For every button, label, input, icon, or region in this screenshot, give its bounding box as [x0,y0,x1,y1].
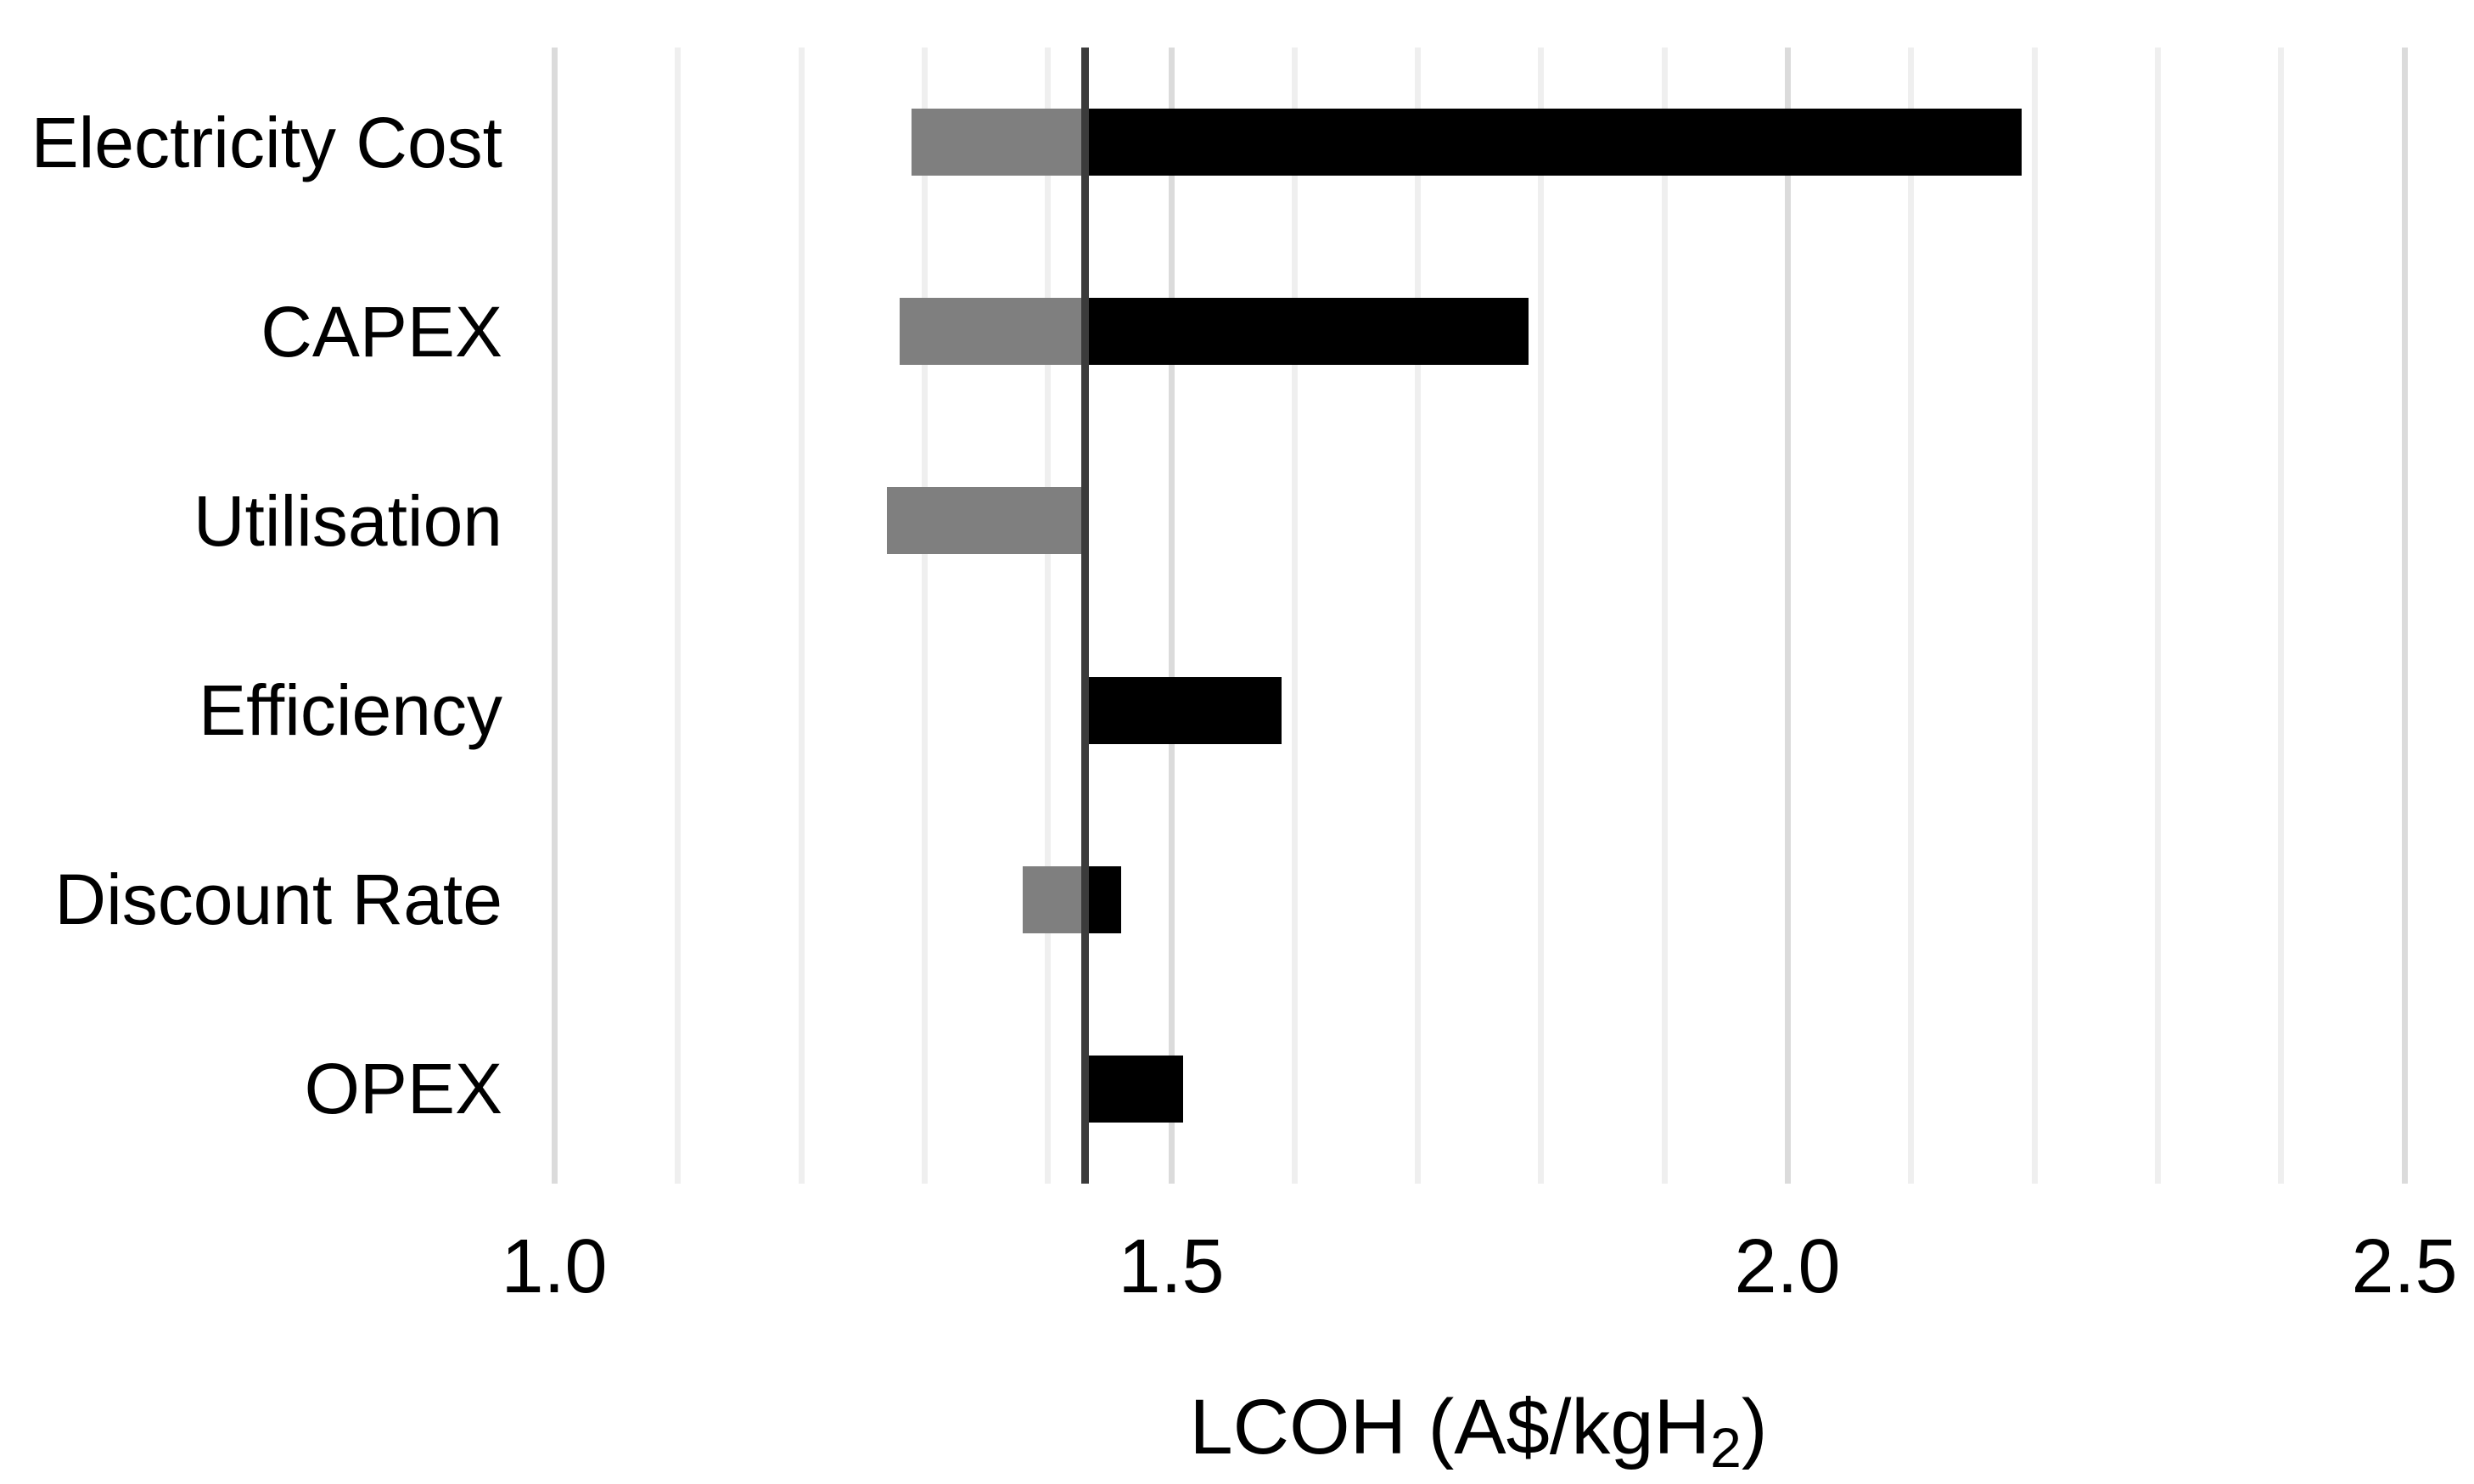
high-bar [1085,298,1529,365]
x-gridline-major [552,48,558,1184]
category-label: CAPEX [261,292,502,372]
x-tick-label: 1.5 [1118,1224,1225,1309]
x-gridline-major [1785,48,1791,1184]
x-gridline-minor [922,48,928,1184]
x-gridline-minor [675,48,681,1184]
category-label: Utilisation [193,481,502,561]
x-gridline-minor [2032,48,2038,1184]
category-label: Efficiency [199,670,502,750]
high-bar [1085,866,1121,933]
category-label: OPEX [304,1049,502,1128]
low-bar [887,487,1085,554]
x-gridline-minor [2278,48,2284,1184]
x-gridline-major [1169,48,1175,1184]
x-tick-label: 2.0 [1734,1224,1841,1309]
x-tick-label: 2.5 [2351,1224,2458,1309]
x-gridline-major [2402,48,2408,1184]
baseline-line [1081,48,1089,1184]
x-axis-title-suffix: ) [1741,1384,1768,1470]
x-gridline-minor [1045,48,1051,1184]
x-gridline-minor [1908,48,1914,1184]
x-gridline-minor [1292,48,1298,1184]
x-axis-title-subscript: 2 [1710,1416,1742,1480]
low-bar [912,109,1085,176]
category-label: Discount Rate [54,860,502,939]
x-axis-title-prefix: LCOH (A$/kgH [1189,1384,1711,1470]
x-gridline-minor [1538,48,1544,1184]
low-bar [1023,866,1085,933]
x-gridline-minor [1415,48,1421,1184]
high-bar [1085,1056,1183,1123]
x-gridline-minor [1662,48,1668,1184]
high-bar [1085,109,2022,176]
x-gridline-minor [799,48,805,1184]
high-bar [1085,677,1282,744]
category-label: Electricity Cost [31,103,502,182]
x-axis-title: LCOH (A$/kgH2) [1190,1388,1768,1476]
x-tick-label: 1.0 [501,1224,608,1309]
low-bar [900,298,1085,365]
x-gridline-minor [2155,48,2161,1184]
